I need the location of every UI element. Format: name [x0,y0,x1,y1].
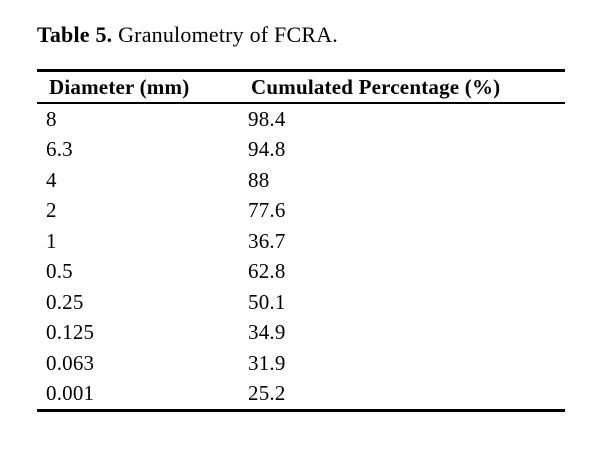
diameter-cell: 1 [46,228,57,253]
table-row: 0.063 31.9 [37,348,565,379]
percentage-cell: 31.9 [248,350,286,375]
table-caption: Table 5. Granulometry of FCRA. [37,24,604,46]
table-row: 1 36.7 [37,226,565,257]
diameter-cell: 0.25 [46,289,84,314]
diameter-cell: 0.001 [46,381,95,406]
percentage-cell: 34.9 [248,320,286,345]
table-row: 4 88 [37,165,565,196]
table-row: 0.25 50.1 [37,287,565,318]
diameter-cell: 0.125 [46,320,95,345]
table-row: 2 77.6 [37,196,565,227]
table-header-row: Diameter (mm) Cumulated Percentage (%) [37,72,565,104]
percentage-cell: 88 [248,167,270,192]
diameter-cell: 8 [46,106,57,131]
table-caption-label: Table 5. [37,22,113,47]
diameter-cell: 4 [46,167,57,192]
percentage-cell: 98.4 [248,106,286,131]
table-row: 6.3 94.8 [37,135,565,166]
table-row: 0.125 34.9 [37,318,565,349]
diameter-cell: 2 [46,198,57,223]
percentage-cell: 36.7 [248,228,286,253]
percentage-cell: 25.2 [248,381,286,406]
diameter-cell: 0.5 [46,259,73,284]
percentage-cell: 50.1 [248,289,286,314]
content-area: Table 5. Granulometry of FCRA. Diameter … [37,24,604,412]
table-row: 8 98.4 [37,104,565,135]
percentage-cell: 62.8 [248,259,286,284]
table-caption-text: Granulometry of FCRA. [118,22,338,47]
table-body: 8 98.4 6.3 94.8 4 88 2 77.6 1 36.7 [37,104,565,409]
column-header-diameter: Diameter (mm) [49,74,190,99]
table-row: 0.5 62.8 [37,257,565,288]
diameter-cell: 6.3 [46,137,73,162]
table-row: 0.001 25.2 [37,379,565,410]
percentage-cell: 77.6 [248,198,286,223]
diameter-cell: 0.063 [46,350,95,375]
column-header-cumulated-percentage: Cumulated Percentage (%) [251,74,501,99]
percentage-cell: 94.8 [248,137,286,162]
granulometry-table: Diameter (mm) Cumulated Percentage (%) 8… [37,69,565,412]
